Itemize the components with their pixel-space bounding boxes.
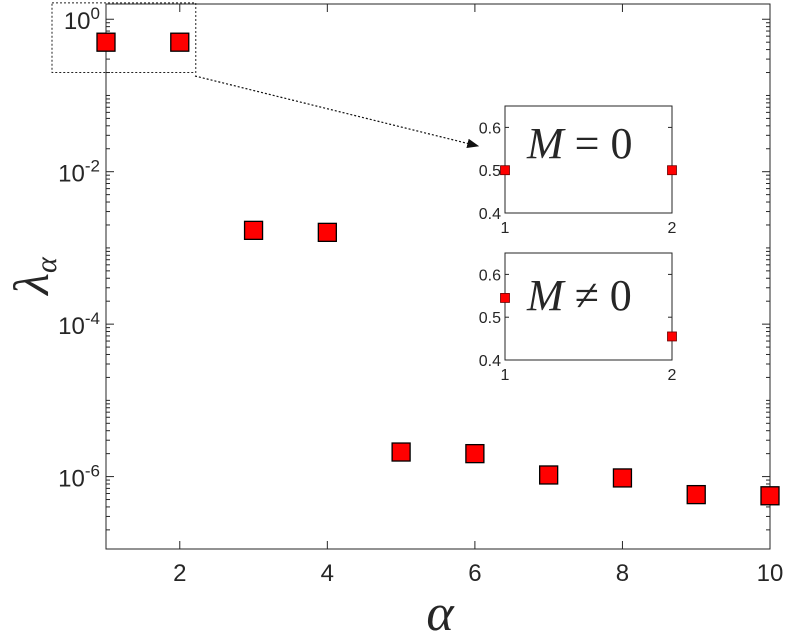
y-axis-label: λα xyxy=(3,256,63,297)
y-tick-label: 10-4 xyxy=(58,309,100,340)
inset-1-label: M = 0 xyxy=(526,119,632,168)
inset-1-markers xyxy=(500,165,677,176)
inset-y-tick-label: 0.5 xyxy=(479,163,501,180)
inset-2-axes: 0.4 0.5 0.6 1 2 xyxy=(479,267,677,384)
y-tick-label: 10-2 xyxy=(58,157,100,188)
y-tick-label: 100 xyxy=(64,4,100,35)
y-axis-label-subscript: α xyxy=(30,256,63,273)
y-axis-label-symbol: λ xyxy=(3,273,59,297)
inset-data-point xyxy=(500,293,510,303)
x-axis-label: α xyxy=(426,585,455,638)
x-tick-label: 10 xyxy=(757,560,784,587)
inset-y-tick-label: 0.4 xyxy=(479,206,501,223)
data-point xyxy=(539,465,559,485)
inset-data-point xyxy=(667,165,677,176)
zoom-arrow xyxy=(194,75,480,149)
x-tick-label: 2 xyxy=(173,560,186,587)
main-markers xyxy=(96,32,780,506)
inset-y-tick-label: 0.4 xyxy=(479,353,501,370)
data-point xyxy=(686,484,706,505)
inset-data-point xyxy=(500,165,510,176)
y-tick-labels: 100 10-2 10-4 10-6 xyxy=(58,4,100,492)
inset-2-markers xyxy=(500,293,677,342)
inset-x-tick-label: 2 xyxy=(668,367,677,384)
inset-x-tick-label: 1 xyxy=(501,220,510,237)
y-tick-label: 10-6 xyxy=(58,462,100,493)
x-tick-label: 8 xyxy=(616,560,629,587)
data-point xyxy=(760,486,780,506)
data-point xyxy=(612,468,633,488)
inset-1-frame xyxy=(504,105,673,214)
inset-2-label: M ≠ 0 xyxy=(526,271,632,320)
inset-2-frame xyxy=(504,252,673,361)
inset-x-tick-label: 1 xyxy=(501,367,510,384)
x-tick-label: 4 xyxy=(321,560,334,587)
x-tick-labels: 2 4 6 8 10 xyxy=(173,560,783,587)
data-point xyxy=(465,443,485,464)
zoom-region-box xyxy=(51,2,197,74)
inset-1-axes: 0.4 0.5 0.6 1 2 xyxy=(479,120,677,237)
data-point xyxy=(170,32,190,52)
inset-y-tick-label: 0.6 xyxy=(479,267,501,284)
x-tick-label: 6 xyxy=(468,560,481,587)
data-point xyxy=(391,442,411,462)
inset-data-point xyxy=(667,331,677,342)
data-point xyxy=(243,220,264,241)
data-point xyxy=(317,222,337,243)
inset-x-tick-label: 2 xyxy=(668,220,677,237)
svg-text:λα: λα xyxy=(3,256,63,297)
inset-y-tick-label: 0.6 xyxy=(479,120,501,137)
inset-y-tick-label: 0.5 xyxy=(479,310,501,327)
data-point xyxy=(96,32,116,52)
